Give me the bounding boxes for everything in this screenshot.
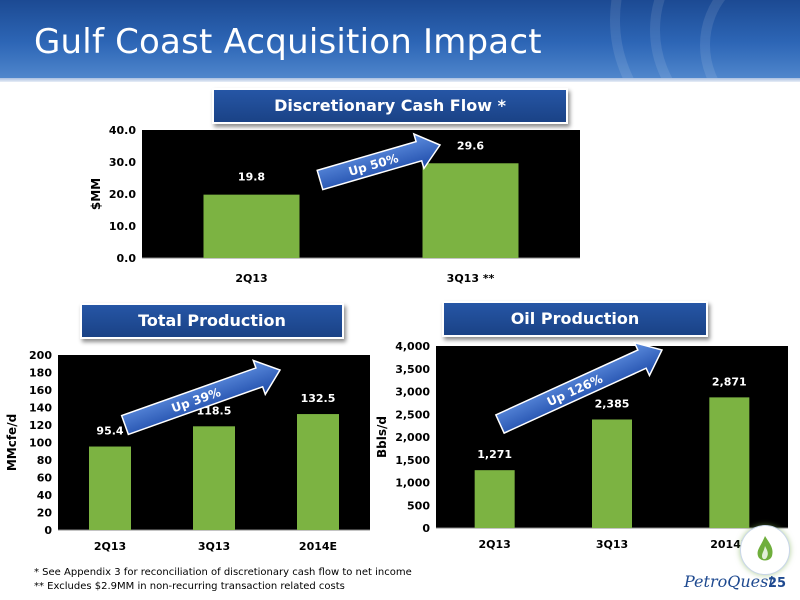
value-label: 2,385: [595, 397, 630, 410]
y-tick-label: 4,000: [395, 340, 430, 353]
y-tick-label: 80: [37, 454, 53, 467]
y-tick-label: 1,500: [395, 454, 430, 467]
y-axis-title: Bbls/d: [375, 416, 389, 458]
bar: [709, 397, 750, 528]
value-label: 95.4: [96, 425, 123, 438]
y-tick-label: 100: [29, 437, 52, 450]
category-label: 2014E: [710, 538, 748, 551]
category-label: 3Q13: [198, 540, 230, 553]
category-label: 2Q13: [479, 538, 511, 551]
flame-logo-icon: [740, 525, 790, 575]
y-tick-label: 200: [29, 349, 52, 362]
y-tick-label: 2,500: [395, 408, 430, 421]
value-label: 132.5: [301, 392, 336, 405]
y-tick-label: 120: [29, 419, 52, 432]
petroquest-logo: PetroQuest: [684, 572, 775, 591]
y-tick-label: 20: [37, 507, 53, 520]
y-tick-label: 180: [29, 367, 52, 380]
y-tick-label: 40: [37, 489, 53, 502]
y-tick-label: 60: [37, 472, 53, 485]
y-tick-label: 20.0: [109, 188, 136, 201]
y-tick-label: 3,000: [395, 386, 430, 399]
footnote-1: * See Appendix 3 for reconciliation of d…: [34, 567, 412, 578]
footnote-2: ** Excludes $2.9MM in non-recurring tran…: [34, 581, 345, 592]
dcf-section-title: Discretionary Cash Flow *: [212, 88, 568, 124]
oil-production-section-title: Oil Production: [442, 301, 708, 337]
footnotes: * See Appendix 3 for reconciliation of d…: [34, 566, 412, 594]
category-label: 2Q13: [94, 540, 126, 553]
category-label: 3Q13: [596, 538, 628, 551]
value-label: 1,271: [477, 448, 512, 461]
bar: [193, 426, 235, 530]
y-tick-label: 500: [407, 499, 430, 512]
page-number: 25: [768, 576, 787, 591]
bar: [203, 194, 300, 258]
y-tick-label: 1,000: [395, 477, 430, 490]
category-label: 2Q13: [235, 272, 267, 285]
total-production-section-title: Total Production: [80, 303, 344, 339]
header-divider: [0, 78, 800, 82]
y-tick-label: 0: [422, 522, 430, 535]
y-tick-label: 0.0: [117, 252, 137, 265]
bar: [474, 470, 515, 528]
bar: [297, 414, 339, 530]
y-axis-title: MMcfe/d: [5, 414, 19, 471]
y-tick-label: 40.0: [109, 124, 136, 137]
y-tick-label: 10.0: [109, 220, 136, 233]
category-label: 2014E: [299, 540, 337, 553]
y-tick-label: 160: [29, 384, 52, 397]
y-axis-title: $MM: [89, 178, 103, 210]
page-title: Gulf Coast Acquisition Impact: [34, 22, 542, 62]
bar: [89, 446, 131, 530]
bar: [422, 163, 519, 258]
header-band: Gulf Coast Acquisition Impact: [0, 0, 800, 78]
value-label: 29.6: [457, 139, 484, 152]
value-label: 2,871: [712, 375, 747, 388]
y-tick-label: 140: [29, 402, 52, 415]
y-tick-label: 30.0: [109, 156, 136, 169]
y-tick-label: 0: [44, 524, 52, 537]
y-tick-label: 2,000: [395, 431, 430, 444]
category-label: 3Q13 **: [447, 272, 495, 285]
oil-production-chart: 0 500 1,000 1,500 2,000 2,500 3,000 3,500 4,000 B…: [375, 340, 788, 551]
bar: [592, 419, 632, 528]
y-tick-label: 3,500: [395, 363, 430, 376]
discretionary-cash-flow-chart: 0.0 10.0 20.0 30.0 40.0 $MM 19.8 2Q13 29.6 3Q13 *…: [89, 124, 580, 285]
total-production-chart: 0 20 40 60 80 100 120 140 160 180 200 MMcfe/d 95.4 2Q…: [5, 349, 370, 553]
value-label: 19.8: [238, 171, 265, 184]
